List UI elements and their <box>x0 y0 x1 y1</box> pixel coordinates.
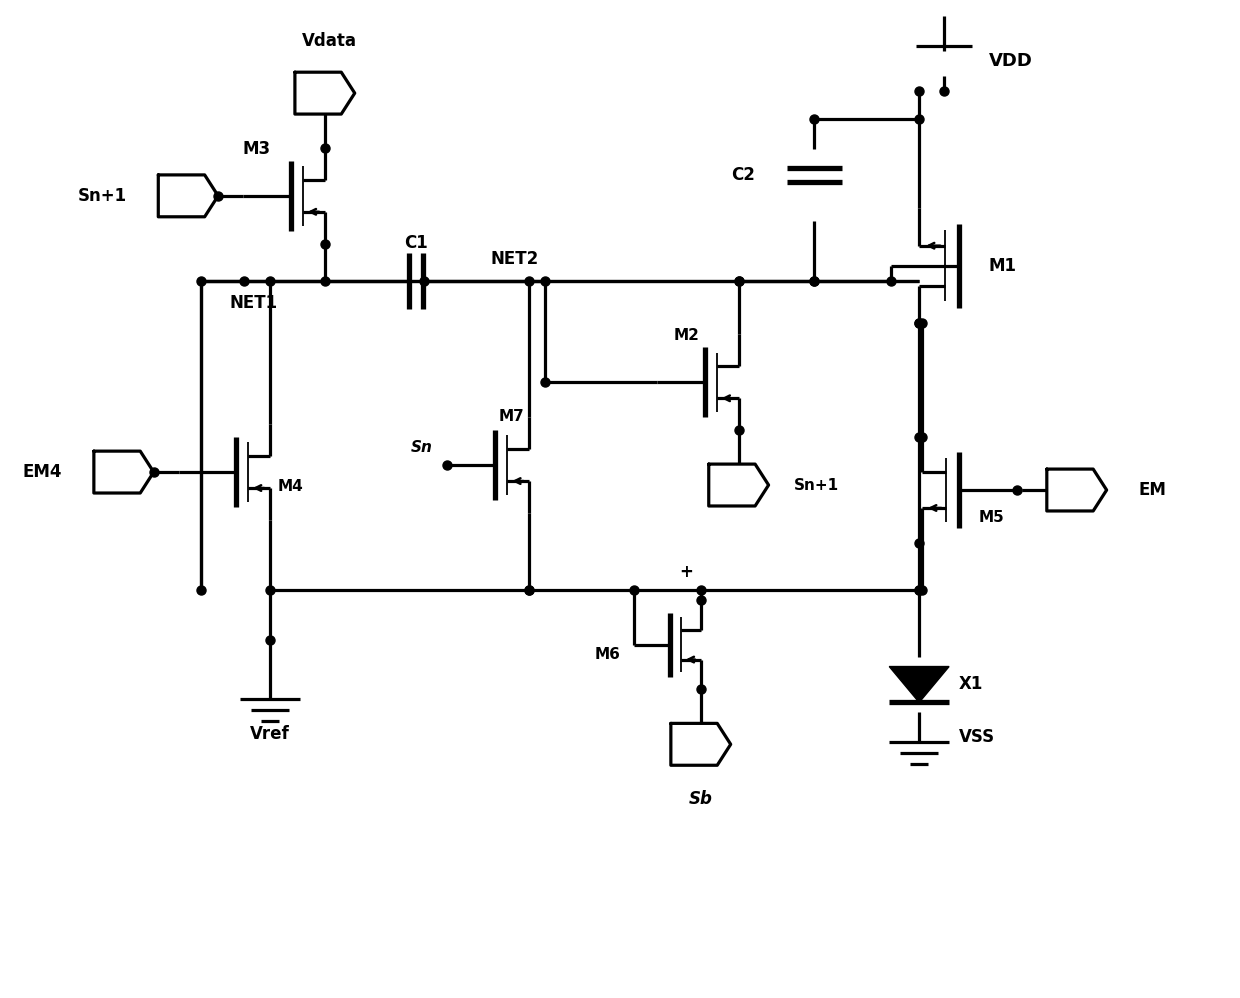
Text: M5: M5 <box>980 510 1004 526</box>
Text: +: + <box>678 563 693 581</box>
Text: Sb: Sb <box>689 790 713 808</box>
Text: M6: M6 <box>594 647 620 662</box>
Text: NET2: NET2 <box>490 250 538 267</box>
Text: Sn+1: Sn+1 <box>794 477 838 493</box>
Text: M7: M7 <box>498 409 525 424</box>
Polygon shape <box>889 667 949 703</box>
Text: C2: C2 <box>730 166 755 184</box>
Text: EM4: EM4 <box>22 463 62 481</box>
Text: NET1: NET1 <box>229 293 278 311</box>
Text: X1: X1 <box>959 676 983 694</box>
Text: Vref: Vref <box>250 726 290 744</box>
Polygon shape <box>94 451 154 493</box>
Text: EM: EM <box>1138 481 1167 499</box>
Text: M1: M1 <box>990 256 1017 274</box>
Text: VDD: VDD <box>990 52 1033 70</box>
Polygon shape <box>671 724 730 765</box>
Text: M3: M3 <box>243 140 272 158</box>
Text: VSS: VSS <box>959 729 996 747</box>
Polygon shape <box>295 72 355 114</box>
Text: Sn+1: Sn+1 <box>77 187 126 205</box>
Text: Vdata: Vdata <box>303 32 357 50</box>
Text: Sn: Sn <box>410 440 433 455</box>
Text: M4: M4 <box>278 478 304 494</box>
Polygon shape <box>709 464 769 506</box>
Text: M2: M2 <box>673 328 699 343</box>
Polygon shape <box>1047 469 1106 511</box>
Text: C1: C1 <box>404 234 428 251</box>
Polygon shape <box>159 175 218 217</box>
